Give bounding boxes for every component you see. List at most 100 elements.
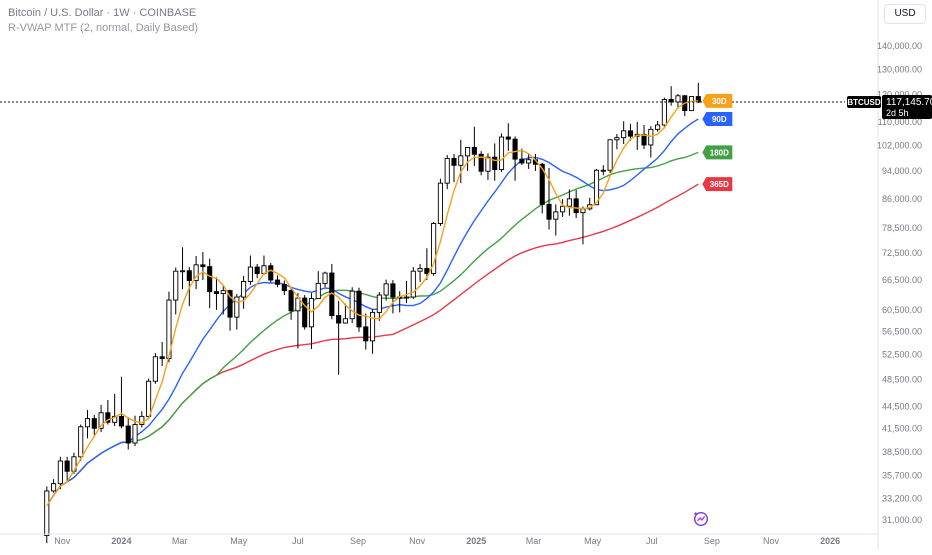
- candle-body: [614, 137, 620, 141]
- time-axis[interactable]: Nov 2024 Mar May Jul Sep Nov 2025 Mar May Jul Sep No…: [0, 533, 878, 546]
- candle-body: [390, 283, 396, 298]
- last-price-value: 117,145.70: [886, 97, 932, 108]
- candle-body: [220, 290, 226, 295]
- candle-body: [207, 266, 213, 293]
- candle-body: [356, 290, 362, 328]
- vwap-180d-line: [46, 151, 699, 507]
- candle-body: [274, 279, 281, 285]
- y-tick-label: 52,500.00: [882, 349, 922, 359]
- candle-body: [695, 96, 701, 103]
- candle-body: [383, 283, 389, 296]
- vwap-180d-tag: [702, 145, 733, 160]
- x-tick-label: Nov: [54, 536, 71, 546]
- y-tick-label: 60,500.00: [882, 305, 922, 315]
- candle-body: [410, 270, 416, 298]
- candle-body: [342, 318, 348, 324]
- symbol-title: Bitcoin / U.S. Dollar · 1W · COINBASE: [8, 7, 197, 19]
- vwap-365d-label: 365D: [710, 180, 729, 189]
- candle-body: [78, 426, 84, 458]
- candle-body: [600, 169, 606, 172]
- candle-body: [437, 182, 443, 224]
- candle-body: [302, 297, 308, 328]
- y-tick-label: 44,500.00: [882, 401, 922, 411]
- candle-body: [539, 163, 545, 205]
- vwap-30d-tag: [702, 93, 733, 108]
- x-tick-label: Nov: [409, 536, 426, 546]
- price-tag: BTCUSD 117,145.70 2d 5h: [847, 95, 932, 120]
- candle-body: [51, 483, 57, 492]
- candle-body: [560, 205, 566, 213]
- tradingview-logo-icon: [693, 511, 709, 527]
- candle-body: [478, 153, 484, 172]
- candle-body: [105, 412, 111, 423]
- candle-body: [505, 136, 511, 140]
- candle-body: [234, 296, 240, 318]
- x-tick-label: Sep: [704, 536, 720, 546]
- candle-body: [288, 290, 294, 312]
- candle-body: [580, 208, 586, 214]
- y-tick-label: 86,000.00: [882, 194, 922, 204]
- y-tick-label: 48,500.00: [882, 374, 922, 384]
- y-tick-label: 31,000.00: [882, 515, 922, 525]
- vwap-90d-tag: [702, 111, 733, 126]
- y-tick-label: 72,500.00: [882, 248, 922, 258]
- candle-body: [444, 158, 450, 184]
- candle-body: [227, 290, 233, 318]
- candle-body: [146, 380, 152, 417]
- candle-body: [84, 418, 91, 428]
- candle-body: [322, 272, 328, 284]
- y-tick-label: 56,500.00: [882, 326, 922, 336]
- y-tick-label: 94,000.00: [882, 166, 922, 176]
- x-tick-label: 2026: [820, 536, 840, 546]
- candle-body: [98, 412, 104, 429]
- candle-body: [573, 198, 579, 214]
- candle-body: [566, 198, 572, 207]
- y-tick-label: 35,700.00: [882, 471, 922, 481]
- vwap-180d-layer: [46, 151, 699, 507]
- y-tick-label: 41,500.00: [882, 423, 922, 433]
- x-tick-label: May: [230, 536, 248, 546]
- candle-body: [498, 136, 505, 171]
- indicator-title[interactable]: R-VWAP MTF (2, normal, Daily Based): [8, 22, 199, 34]
- candle-body: [64, 460, 70, 472]
- candle-body: [370, 311, 376, 342]
- candle-body: [179, 270, 186, 273]
- candle-body: [655, 124, 661, 130]
- chart-legend: Bitcoin / U.S. Dollar · 1W · COINBASE R-…: [8, 6, 198, 36]
- y-tick-label: 33,200.00: [882, 493, 922, 503]
- vwap-30d-layer: [46, 100, 699, 507]
- candle-body: [661, 99, 667, 126]
- y-tick-label: 120,000.00: [877, 89, 922, 99]
- currency-button[interactable]: USD: [884, 4, 926, 24]
- x-tick-label: Jul: [292, 536, 304, 546]
- candle-body: [200, 264, 206, 268]
- candle-body: [132, 424, 138, 444]
- candle-body: [519, 158, 525, 164]
- y-tick-label: 110,000.00: [878, 117, 922, 127]
- last-price-tag: [882, 95, 932, 120]
- y-tick-label: 66,500.00: [882, 275, 922, 285]
- candle-body: [91, 418, 97, 429]
- candle-body: [627, 130, 634, 137]
- x-tick-label: Jul: [646, 536, 658, 546]
- candle-body: [173, 270, 179, 301]
- x-tick-label: Nov: [763, 536, 780, 546]
- candle-body: [336, 315, 342, 324]
- candle-body: [112, 415, 118, 423]
- vwap-90d-label: 90D: [712, 115, 727, 124]
- price-axis[interactable]: 31,000.00 33,200.00 35,700.00 38,500.00 41,5…: [877, 0, 922, 550]
- candle-body: [268, 265, 274, 281]
- candle-body: [403, 296, 410, 299]
- symbol-tag: [847, 96, 881, 109]
- candle-body: [668, 99, 674, 103]
- candle-body: [424, 267, 430, 274]
- x-tick-label: Mar: [526, 536, 542, 546]
- vwap-180d-label: 180D: [710, 148, 729, 157]
- candle-body: [349, 290, 355, 320]
- y-tick-label: 130,000.00: [877, 64, 922, 74]
- candle-body: [526, 159, 532, 164]
- y-tick-label: 140,000.00: [877, 41, 922, 51]
- x-tick-label: Mar: [172, 536, 188, 546]
